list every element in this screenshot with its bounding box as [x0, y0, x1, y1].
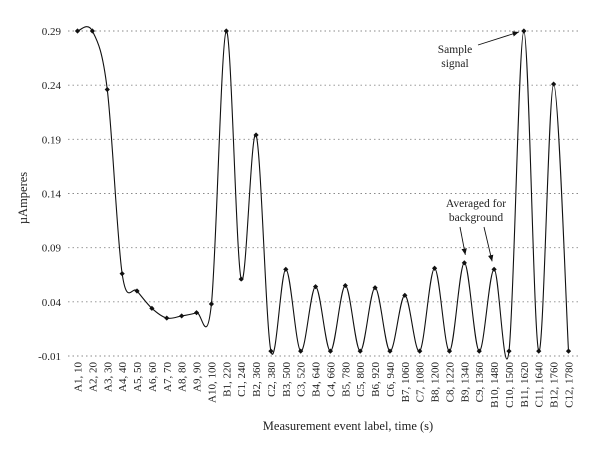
x-tick-label: B5, 780	[340, 362, 352, 397]
data-point	[74, 28, 81, 34]
x-tick-label: A2, 20	[87, 362, 99, 392]
annotation-line: background	[449, 212, 504, 224]
annotation-arrow	[483, 226, 494, 262]
data-point	[298, 348, 304, 354]
annotation-background: Averaged for background	[446, 198, 506, 224]
x-tick-label: A4, 40	[117, 362, 129, 392]
data-point	[387, 348, 393, 354]
data-point	[238, 276, 244, 282]
data-point	[179, 313, 185, 319]
gridlines	[68, 30, 578, 357]
annotation-arrow	[459, 226, 467, 255]
x-tick-label: B4, 640	[311, 362, 323, 397]
data-point	[491, 266, 497, 272]
x-tick-label: C3, 520	[296, 362, 308, 397]
data-point	[402, 292, 408, 298]
data-point	[476, 348, 482, 354]
x-tick-labels: A1, 10 A2, 20 A3, 30 A4, 40 A5, 50 A6, 60 A7, …	[73, 362, 576, 408]
data-point	[208, 301, 215, 307]
x-tick-label: B3, 500	[281, 362, 293, 397]
x-tick-label: C2, 380	[266, 362, 278, 397]
data-point	[417, 348, 423, 354]
data-point	[357, 348, 363, 354]
x-tick-label: C7, 1080	[415, 362, 427, 403]
x-tick-label: C5, 800	[355, 362, 367, 397]
y-tick-label: 0.14	[42, 189, 62, 201]
x-tick-label: A7, 70	[162, 362, 174, 392]
x-tick-label: C4, 660	[325, 362, 337, 397]
y-tick-labels: -0.01 0.04 0.09 0.14 0.19 0.24 0.29	[38, 26, 61, 363]
x-axis-title: Measurement event label, time (s)	[263, 419, 433, 433]
data-point	[253, 132, 259, 138]
y-tick-label: -0.01	[38, 351, 61, 363]
annotation-arrow	[477, 31, 520, 46]
data-point	[283, 266, 289, 272]
x-tick-label: A3, 30	[102, 362, 114, 392]
x-tick-label: A8, 80	[177, 362, 189, 392]
data-point	[119, 271, 125, 277]
data-point	[342, 282, 348, 289]
data-point	[164, 315, 170, 321]
data-point	[104, 86, 110, 93]
x-tick-label: B11, 1620	[519, 362, 531, 408]
x-tick-label: B8, 1200	[430, 362, 442, 403]
data-point	[134, 288, 140, 294]
data-point	[431, 265, 438, 271]
x-tick-label: B12, 1760	[549, 362, 561, 408]
y-tick-label: 0.19	[42, 134, 62, 146]
data-point	[223, 28, 229, 34]
annotations: Sample signal Averaged for background	[438, 31, 520, 262]
data-point	[193, 310, 200, 316]
data-points	[74, 28, 572, 354]
x-tick-label: B1, 220	[221, 362, 233, 397]
x-tick-label: B6, 920	[370, 362, 382, 397]
x-tick-label: C6, 940	[385, 362, 397, 397]
x-tick-label: B2, 360	[251, 362, 263, 397]
x-tick-label: A6, 60	[147, 362, 159, 392]
x-tick-label: A5, 50	[132, 362, 144, 392]
data-point	[312, 284, 319, 290]
x-tick-label: A1, 10	[73, 362, 85, 392]
data-point	[372, 285, 378, 291]
x-tick-label: B7, 1060	[400, 362, 412, 403]
x-tick-label: B10, 1480	[489, 362, 501, 408]
y-axis-title: µAmperes	[16, 172, 30, 224]
x-tick-label: C10, 1500	[504, 362, 516, 408]
x-tick-label: C9, 1360	[474, 362, 486, 403]
data-point	[149, 305, 155, 311]
y-tick-label: 0.04	[42, 297, 62, 309]
annotation-line: signal	[441, 58, 468, 70]
data-point	[446, 348, 453, 354]
y-tick-label: 0.09	[42, 243, 62, 255]
x-tick-label: A9, 90	[192, 362, 204, 392]
x-tick-label: C1, 240	[236, 362, 248, 397]
annotation-line: Averaged for	[446, 198, 506, 210]
data-point	[461, 260, 467, 266]
data-point	[268, 348, 274, 354]
data-point	[89, 28, 95, 34]
x-tick-label: B9, 1340	[459, 362, 471, 403]
x-tick-label: C8, 1220	[444, 362, 456, 403]
y-tick-label: 0.29	[42, 26, 62, 38]
x-tick-label: C11, 1640	[534, 362, 546, 408]
x-tick-label: C12, 1780	[564, 362, 576, 408]
data-point	[551, 81, 557, 87]
x-tick-label: A10, 100	[206, 362, 218, 403]
annotation-line: Sample	[438, 44, 473, 56]
data-point	[506, 348, 512, 354]
annotation-sample-signal: Sample signal	[438, 44, 473, 70]
y-tick-label: 0.24	[42, 80, 62, 92]
data-point	[327, 348, 334, 354]
data-point	[521, 28, 527, 34]
data-point	[536, 348, 542, 354]
data-point	[565, 348, 572, 354]
